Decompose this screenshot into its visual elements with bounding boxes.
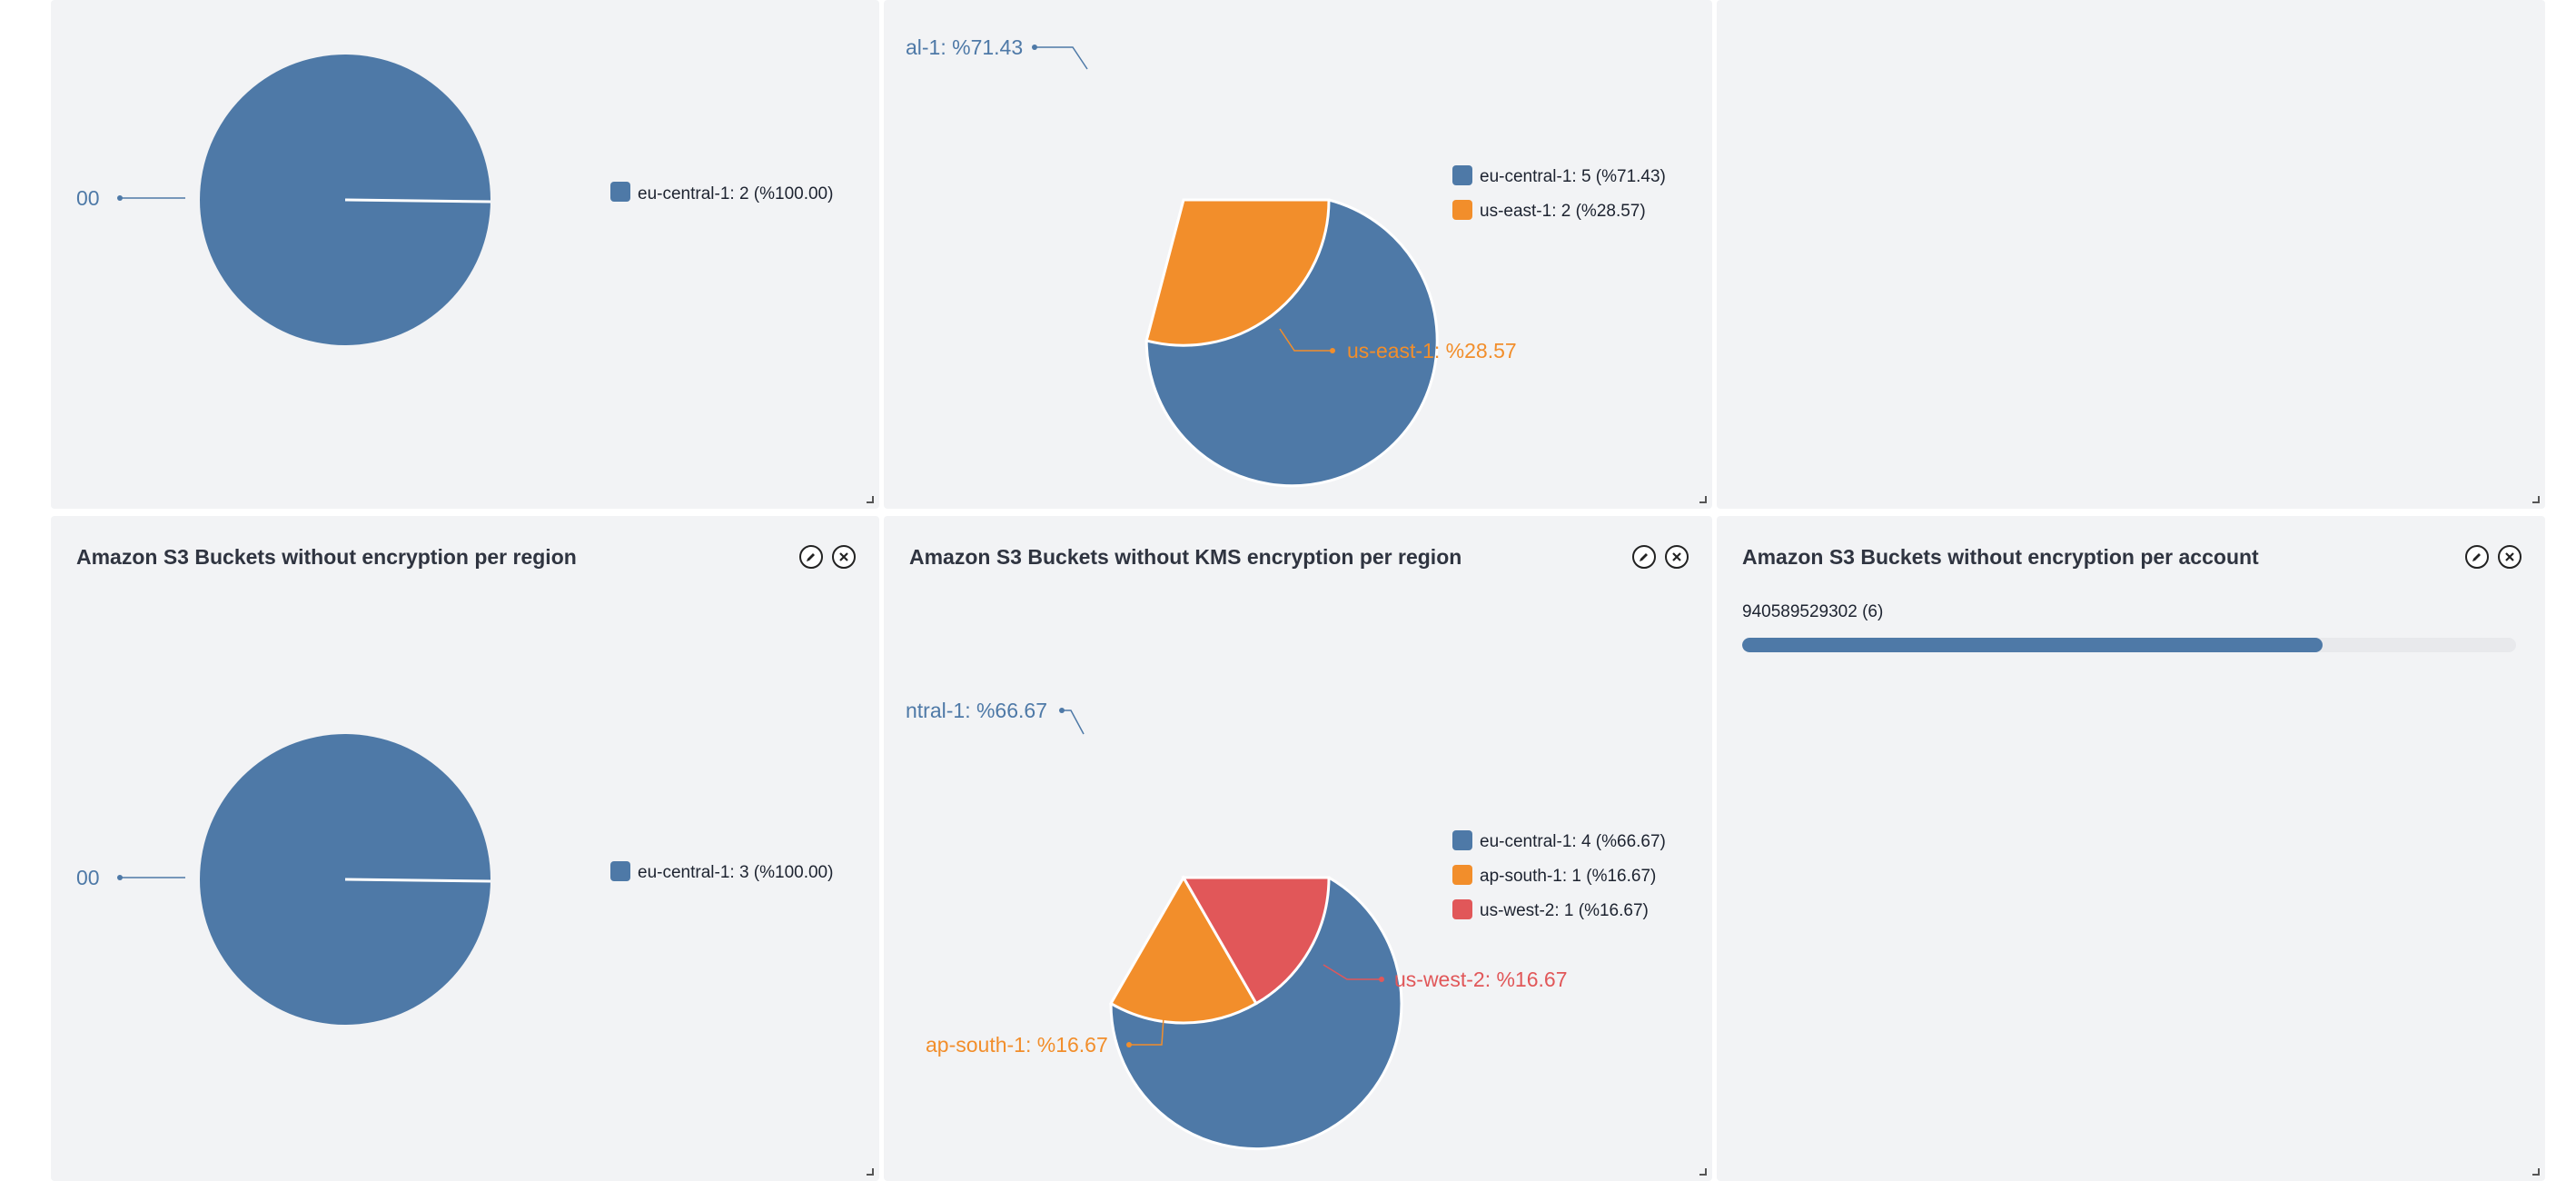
resize-handle[interactable]: [2532, 496, 2540, 503]
panel-bottom-left: Amazon S3 Buckets without encryption per…: [51, 516, 879, 1181]
slice-label: 00: [76, 866, 100, 889]
pie-slice-us-west-2[interactable]: [1181, 876, 1331, 1006]
slice-label: us-west-2: %16.67: [1394, 968, 1567, 991]
panel-title: Amazon S3 Buckets without encryption per…: [76, 545, 577, 569]
resize-handle[interactable]: [867, 496, 874, 503]
slice-label-leader: [1129, 1017, 1164, 1046]
panel-title: Amazon S3 Buckets without encryption per…: [1742, 545, 2259, 569]
panel-tools: [799, 545, 856, 569]
close-icon: [2505, 552, 2514, 561]
slice-label: us-east-1: %28.57: [1347, 339, 1517, 362]
resize-handle[interactable]: [867, 1168, 874, 1176]
panel-tools: [2465, 545, 2522, 569]
resize-handle[interactable]: [2532, 1168, 2540, 1176]
pie-chart-bottom-middle: ntral-1: %66.67 us-west-2: %16.67 ap-sou…: [906, 699, 1666, 1151]
slice-label-dot: [1032, 45, 1037, 50]
pie-chart-top-middle: al-1: %71.43 us-east-1: %28.57 eu-centra…: [906, 35, 1666, 488]
slice-label: al-1: %71.43: [906, 35, 1023, 59]
legend-swatch: [1452, 899, 1472, 919]
panel-top-middle: al-1: %71.43 us-east-1: %28.57 eu-centra…: [884, 0, 1712, 509]
edit-button[interactable]: [1632, 545, 1656, 569]
pie-slice-divider: [344, 878, 491, 883]
close-button[interactable]: [2498, 545, 2522, 569]
edit-button[interactable]: [799, 545, 823, 569]
legend-item[interactable]: eu-central-1: 3 (%100.00): [638, 863, 833, 882]
progress-bar-fill[interactable]: [1742, 638, 2323, 652]
slice-label-dot: [1126, 1042, 1132, 1047]
legend-swatch: [1452, 830, 1472, 850]
slice-label-dot: [1330, 348, 1335, 353]
pencil-icon: [807, 553, 815, 561]
panel-bottom-middle: Amazon S3 Buckets without KMS encryption…: [884, 516, 1712, 1181]
slice-label-dot: [1059, 708, 1065, 713]
legend-swatch: [610, 182, 630, 202]
panel-tools: [1632, 545, 1689, 569]
legend-swatch: [1452, 865, 1472, 885]
slice-label-dot: [117, 195, 123, 201]
legend-swatch: [1452, 200, 1472, 220]
resize-handle[interactable]: [1699, 496, 1707, 503]
legend-item[interactable]: eu-central-1: 2 (%100.00): [638, 184, 833, 203]
slice-label-leader: [1062, 710, 1085, 735]
slice-label: ap-south-1: %16.67: [926, 1033, 1108, 1057]
slice-label-leader: [1035, 46, 1088, 70]
panel-top-right: [1717, 0, 2545, 509]
legend-swatch: [610, 861, 630, 881]
slice-label-dot: [1379, 977, 1384, 982]
slice-label-leader: [1323, 964, 1382, 980]
pie-slice-ap-south-1[interactable]: [1108, 874, 1259, 1025]
legend-swatch: [1452, 165, 1472, 185]
pie-chart-top-left: 00 eu-central-1: 2 (%100.00): [76, 55, 833, 345]
panel-bottom-right: Amazon S3 Buckets without encryption per…: [1717, 516, 2545, 1181]
panel-top-left: 00 eu-central-1: 2 (%100.00): [51, 0, 879, 509]
pencil-icon: [2472, 553, 2481, 561]
pie-chart-bottom-left: 00 eu-central-1: 3 (%100.00): [76, 734, 833, 1025]
legend-item[interactable]: eu-central-1: 5 (%71.43): [1480, 167, 1666, 186]
close-button[interactable]: [832, 545, 856, 569]
pie-slice-us-east-1[interactable]: [1144, 198, 1331, 347]
progress-bar-track: [1742, 638, 2516, 652]
panel-title: Amazon S3 Buckets without KMS encryption…: [909, 545, 1462, 569]
pencil-icon: [1640, 553, 1648, 561]
edit-button[interactable]: [2465, 545, 2489, 569]
resize-handle[interactable]: [1699, 1168, 1707, 1176]
close-icon: [1672, 552, 1681, 561]
slice-label: 00: [76, 186, 100, 210]
legend-item[interactable]: ap-south-1: 1 (%16.67): [1480, 867, 1656, 886]
close-icon: [839, 552, 848, 561]
bar-label: 940589529302 (6): [1742, 602, 1884, 621]
legend-item[interactable]: us-west-2: 1 (%16.67): [1480, 901, 1649, 920]
close-button[interactable]: [1665, 545, 1689, 569]
slice-label: ntral-1: %66.67: [906, 699, 1047, 722]
legend-item[interactable]: eu-central-1: 4 (%66.67): [1480, 832, 1666, 851]
pie-slice-divider: [344, 198, 491, 203]
slice-label-leader: [1279, 328, 1333, 352]
slice-label-dot: [117, 875, 123, 880]
legend-item[interactable]: us-east-1: 2 (%28.57): [1480, 202, 1646, 221]
